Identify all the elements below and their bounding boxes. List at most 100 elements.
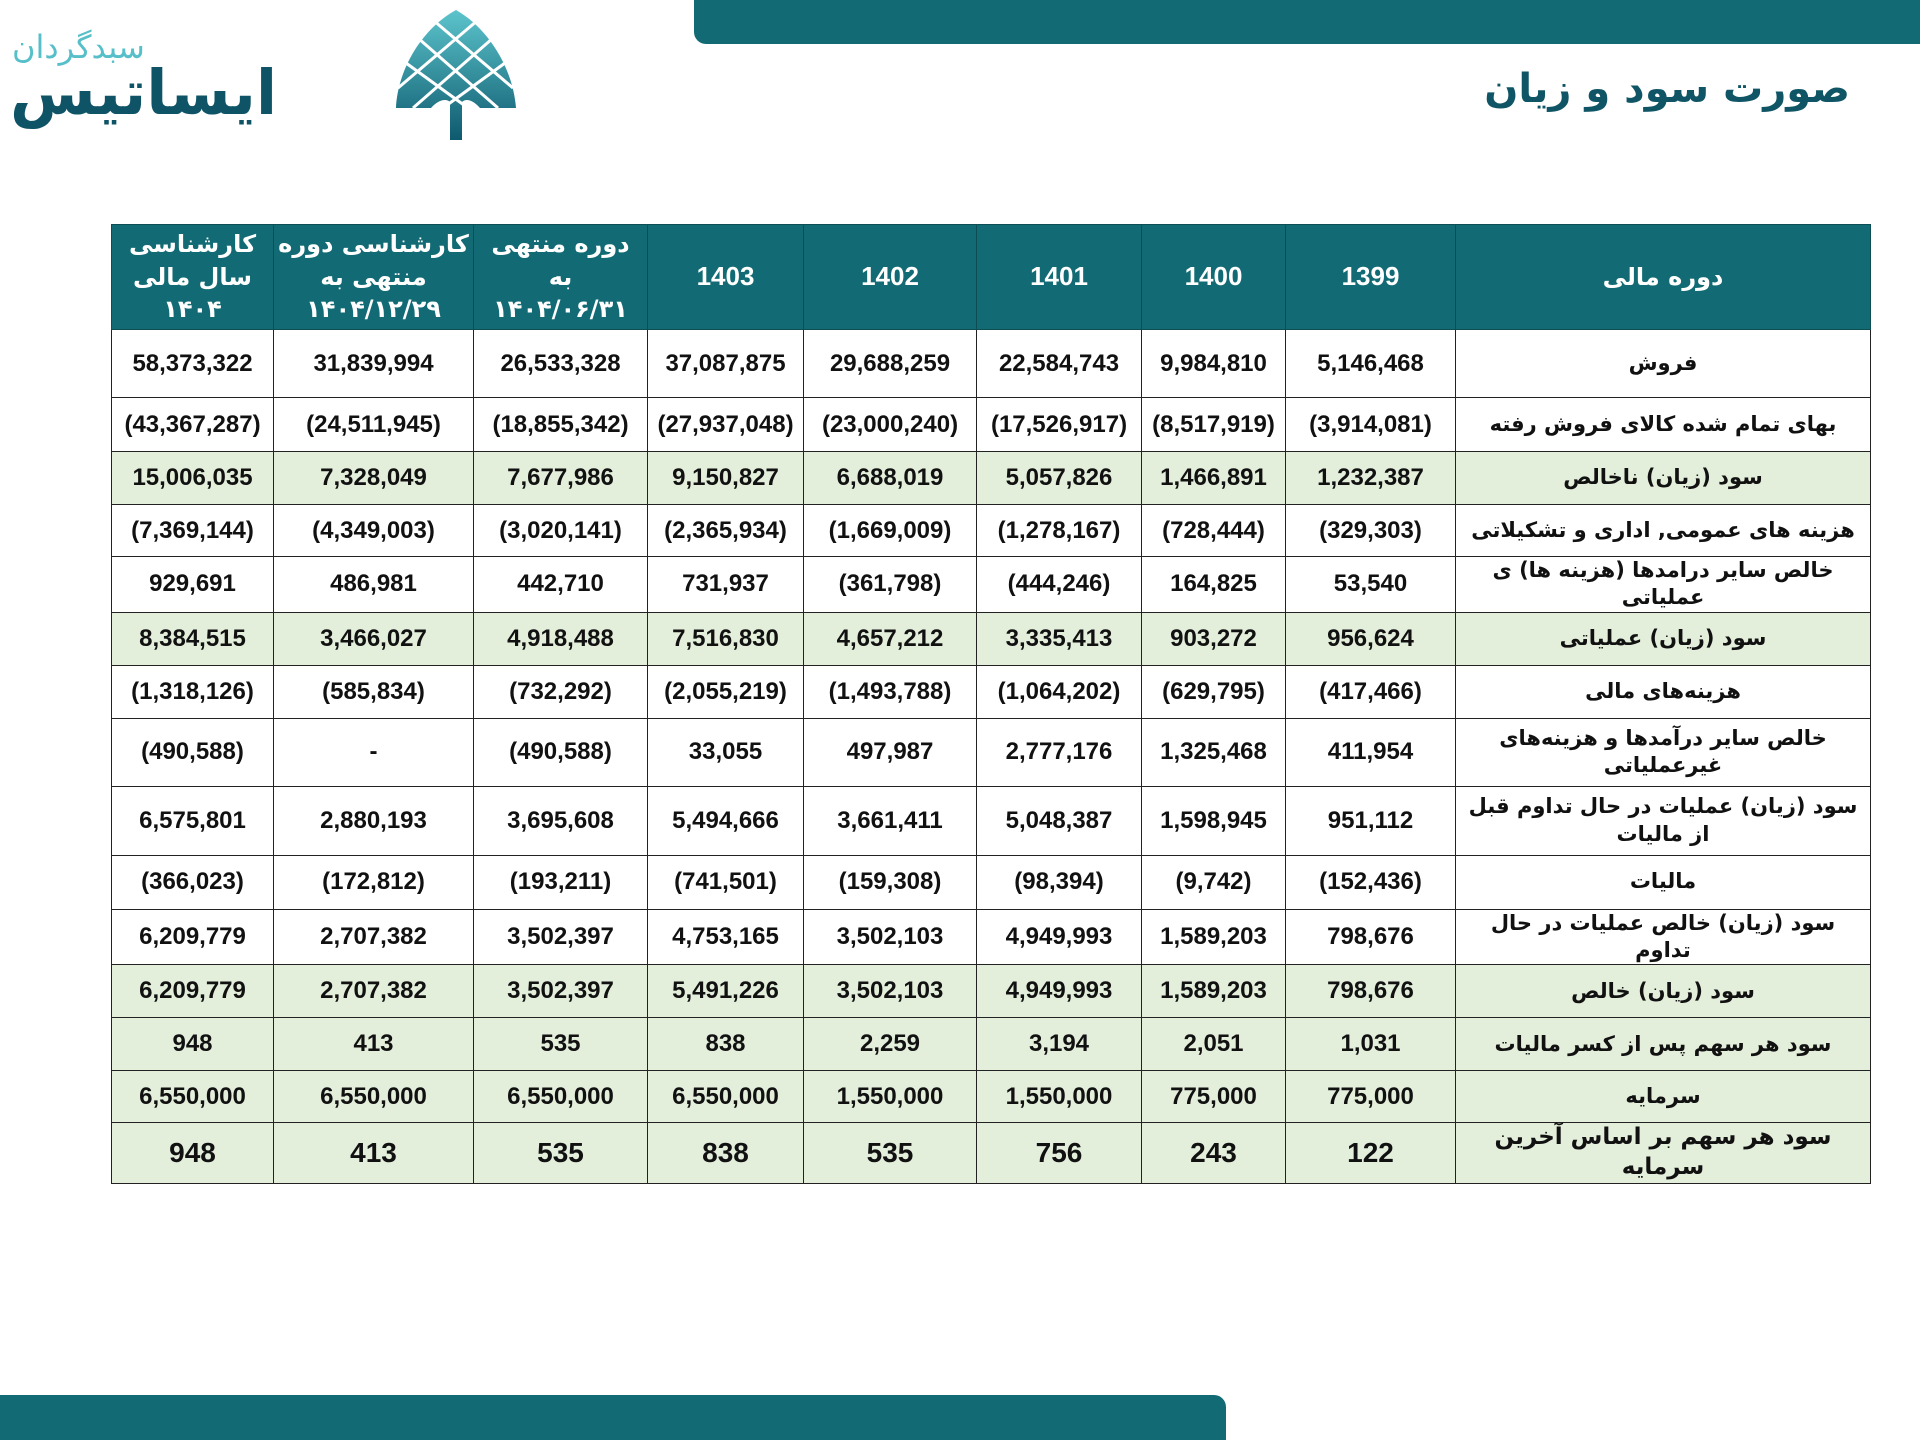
value-cell: 903,272 — [1141, 611, 1286, 666]
value-cell: 948 — [111, 1017, 274, 1072]
row-label: سود هر سهم پس از کسر مالیات — [1455, 1017, 1871, 1072]
value-cell: (159,308) — [803, 854, 977, 910]
row-label: سود (زیان) عملیات در حال تداوم قبل از ما… — [1455, 785, 1871, 856]
value-cell: 798,676 — [1285, 964, 1456, 1019]
value-cell: 442,710 — [473, 556, 648, 613]
value-cell: 1,550,000 — [803, 1070, 977, 1124]
value-cell: (1,669,009) — [803, 504, 977, 557]
value-cell: (3,914,081) — [1285, 397, 1456, 452]
value-cell: 2,051 — [1141, 1017, 1286, 1072]
table-header-row: دوره مالی 1399 1400 1401 1402 1403 دوره منتهی … — [111, 224, 1871, 330]
row-label: سود (زیان) خالص عملیات در حال تداوم — [1455, 908, 1871, 966]
value-cell: (172,812) — [273, 854, 474, 910]
table-row: سرمایه 775,000 775,000 1,550,000 1,550,000 6,… — [111, 1070, 1871, 1124]
income-statement-table: دوره مالی 1399 1400 1401 1402 1403 دوره منتهی … — [111, 224, 1871, 1184]
table-row: خالص سایر درآمدها و هزینه‌های غیرعملیاتی… — [111, 717, 1871, 787]
value-cell: 7,677,986 — [473, 451, 648, 505]
value-cell: 413 — [273, 1017, 474, 1072]
value-cell: 4,949,993 — [976, 964, 1142, 1019]
value-cell: 3,335,413 — [976, 611, 1142, 666]
value-cell: 7,516,830 — [647, 611, 804, 666]
row-label: سرمایه — [1455, 1070, 1871, 1124]
value-cell: 15,006,035 — [111, 451, 274, 505]
table-row: فروش 5,146,468 9,984,810 22,584,743 29,688,2… — [111, 329, 1871, 398]
value-cell: 2,707,382 — [273, 964, 474, 1019]
value-cell: - — [273, 717, 474, 787]
value-cell: 6,550,000 — [111, 1070, 274, 1124]
value-cell: 1,550,000 — [976, 1070, 1142, 1124]
value-cell: 22,584,743 — [976, 329, 1142, 398]
value-cell: 5,057,826 — [976, 451, 1142, 505]
value-cell: (366,023) — [111, 854, 274, 910]
value-cell: 951,112 — [1285, 785, 1456, 856]
column-header: 1401 — [976, 224, 1142, 330]
value-cell: (24,511,945) — [273, 397, 474, 452]
value-cell: 798,676 — [1285, 908, 1456, 966]
value-cell: 956,624 — [1285, 611, 1456, 666]
value-cell: (329,303) — [1285, 504, 1456, 557]
value-cell: 9,984,810 — [1141, 329, 1286, 398]
value-cell: 6,550,000 — [647, 1070, 804, 1124]
value-cell: (1,278,167) — [976, 504, 1142, 557]
value-cell: 58,373,322 — [111, 329, 274, 398]
value-cell: 26,533,328 — [473, 329, 648, 398]
value-cell: 3,194 — [976, 1017, 1142, 1072]
value-cell: 31,839,994 — [273, 329, 474, 398]
value-cell: 4,657,212 — [803, 611, 977, 666]
value-cell: 497,987 — [803, 717, 977, 787]
column-header-period: دوره مالی — [1455, 224, 1871, 330]
value-cell: 731,937 — [647, 556, 804, 613]
value-cell: (18,855,342) — [473, 397, 648, 452]
value-cell: 53,540 — [1285, 556, 1456, 613]
value-cell: 6,575,801 — [111, 785, 274, 856]
table-row: سود هر سهم پس از کسر مالیات 1,031 2,051 3,1… — [111, 1017, 1871, 1072]
value-cell: (585,834) — [273, 664, 474, 719]
value-cell: 6,550,000 — [473, 1070, 648, 1124]
value-cell: 413 — [273, 1122, 474, 1184]
value-cell: 4,753,165 — [647, 908, 804, 966]
logo-name: ایساتیس — [10, 56, 278, 129]
value-cell: 1,598,945 — [1141, 785, 1286, 856]
value-cell: 3,502,103 — [803, 964, 977, 1019]
value-cell: 122 — [1285, 1122, 1456, 1184]
row-label: هزینه های عمومی, اداری و تشکیلاتی — [1455, 504, 1871, 557]
value-cell: 838 — [647, 1122, 804, 1184]
value-cell: (444,246) — [976, 556, 1142, 613]
value-cell: 1,589,203 — [1141, 964, 1286, 1019]
value-cell: (152,436) — [1285, 854, 1456, 910]
value-cell: 929,691 — [111, 556, 274, 613]
value-cell: 2,880,193 — [273, 785, 474, 856]
value-cell: 535 — [803, 1122, 977, 1184]
value-cell: (9,742) — [1141, 854, 1286, 910]
table-row: سود (زیان) عملیاتی 956,624 903,272 3,335,41… — [111, 611, 1871, 666]
value-cell: (728,444) — [1141, 504, 1286, 557]
value-cell: (3,020,141) — [473, 504, 648, 557]
value-cell: (17,526,917) — [976, 397, 1142, 452]
value-cell: 1,325,468 — [1141, 717, 1286, 787]
value-cell: 775,000 — [1141, 1070, 1286, 1124]
column-header: دوره منتهی به ۱۴۰۴/۰۶/۳۱ — [473, 224, 648, 330]
table-row: هزینه های عمومی, اداری و تشکیلاتی (329,30… — [111, 504, 1871, 557]
value-cell: (4,349,003) — [273, 504, 474, 557]
row-label: خالص سایر درآمدها و هزینه‌های غیرعملیاتی — [1455, 717, 1871, 787]
value-cell: 1,466,891 — [1141, 451, 1286, 505]
value-cell: 9,150,827 — [647, 451, 804, 505]
value-cell: 29,688,259 — [803, 329, 977, 398]
value-cell: (23,000,240) — [803, 397, 977, 452]
value-cell: (732,292) — [473, 664, 648, 719]
value-cell: 535 — [473, 1017, 648, 1072]
value-cell: (361,798) — [803, 556, 977, 613]
page-title: صورت سود و زیان — [1484, 66, 1850, 112]
value-cell: 5,048,387 — [976, 785, 1142, 856]
bottom-decorative-bar — [0, 1395, 1226, 1440]
value-cell: 3,502,397 — [473, 908, 648, 966]
value-cell: 486,981 — [273, 556, 474, 613]
row-label: خالص سایر درامدها (هزینه ها) ی عملیاتی — [1455, 556, 1871, 613]
top-decorative-bar — [694, 0, 1920, 44]
tree-logo-icon — [396, 10, 516, 140]
value-cell: (27,937,048) — [647, 397, 804, 452]
value-cell: 3,466,027 — [273, 611, 474, 666]
value-cell: 1,031 — [1285, 1017, 1456, 1072]
value-cell: 37,087,875 — [647, 329, 804, 398]
value-cell: (2,365,934) — [647, 504, 804, 557]
